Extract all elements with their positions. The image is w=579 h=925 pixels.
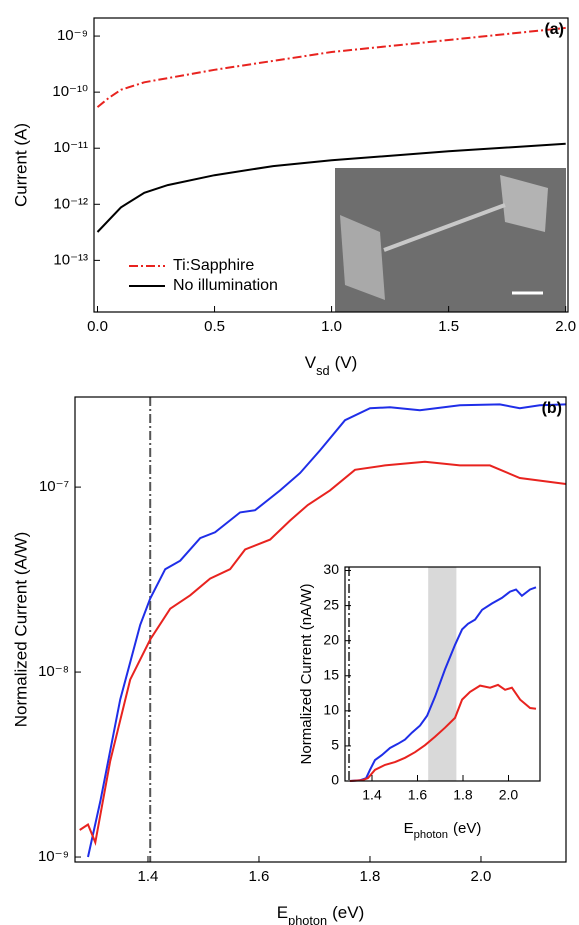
series-line (79, 460, 567, 846)
x-tick-label: 1.4 (138, 868, 159, 885)
x-tick-label: 1.6 (249, 868, 270, 885)
x-axis-label-part: sd (316, 363, 329, 378)
inset-background (300, 557, 555, 841)
y-tick-label: 20 (323, 631, 339, 647)
x-axis-label-part: photon (414, 829, 448, 841)
legend-label: No illumination (173, 277, 278, 294)
x-tick-label: 2.0 (555, 318, 576, 335)
x-tick-label: 2.0 (471, 868, 492, 885)
y-tick-label: 10⁻¹⁰ (52, 83, 88, 100)
sem-nanowire (383, 203, 506, 252)
plot-frame (74, 396, 567, 863)
x-tick-label: 1.6 (408, 787, 428, 803)
x-axis-label-part: photon (288, 913, 327, 925)
y-tick-label: 5 (331, 737, 339, 753)
x-axis-label-part: (eV) (453, 820, 481, 837)
y-tick-label: 25 (323, 596, 339, 612)
sem-electrode (340, 215, 385, 300)
panel-label: (b) (542, 400, 562, 417)
x-axis-label: Ephoton (eV) (277, 903, 364, 925)
x-tick-label: 1.8 (453, 787, 473, 803)
series-line (96, 142, 566, 233)
y-axis-label: Normalized Current (nA/W) (298, 584, 315, 765)
plot-frame (344, 566, 541, 782)
x-tick-label: 0.5 (204, 318, 225, 335)
y-tick-label: 0 (331, 772, 339, 788)
y-tick-label: 10⁻⁸ (38, 663, 69, 680)
series-line (87, 403, 566, 858)
series-line (96, 26, 566, 108)
y-tick-label: 10⁻⁹ (57, 27, 88, 44)
y-tick-label: 10 (323, 702, 339, 718)
x-axis-label-part: E (404, 820, 414, 837)
y-tick-label: 10⁻¹¹ (53, 139, 88, 156)
x-axis-label-part: (eV) (332, 903, 364, 922)
y-tick-label: 10⁻¹³ (53, 251, 88, 268)
x-tick-label: 1.4 (362, 787, 382, 803)
y-tick-label: 10⁻⁷ (39, 478, 69, 495)
panel-label: (a) (544, 21, 564, 38)
y-axis-label: Normalized Current (A/W) (11, 532, 30, 728)
x-tick-label: 1.5 (438, 318, 459, 335)
y-tick-label: 30 (323, 561, 339, 577)
x-axis-label-part: E (277, 903, 288, 922)
y-tick-label: 10⁻⁹ (38, 848, 69, 865)
x-tick-label: 0.0 (87, 318, 108, 335)
plot-frame (93, 17, 569, 313)
x-tick-label: 1.8 (360, 868, 381, 885)
x-tick-label: 2.0 (499, 787, 519, 803)
y-tick-label: 10⁻¹² (53, 195, 88, 212)
series-line (349, 683, 537, 782)
x-axis-label-part: V (305, 353, 317, 372)
sem-image (335, 168, 566, 312)
y-tick-label: 15 (323, 666, 339, 682)
sem-electrode (500, 175, 548, 232)
legend-label: Ti:Sapphire (173, 257, 254, 274)
x-axis-label: Vsd (V) (305, 353, 357, 377)
series-line (349, 586, 537, 782)
x-tick-label: 1.0 (321, 318, 342, 335)
x-axis-label-part: (V) (335, 353, 358, 372)
x-axis-label: Ephoton (eV) (404, 820, 482, 841)
y-axis-label: Current (A) (11, 123, 30, 207)
